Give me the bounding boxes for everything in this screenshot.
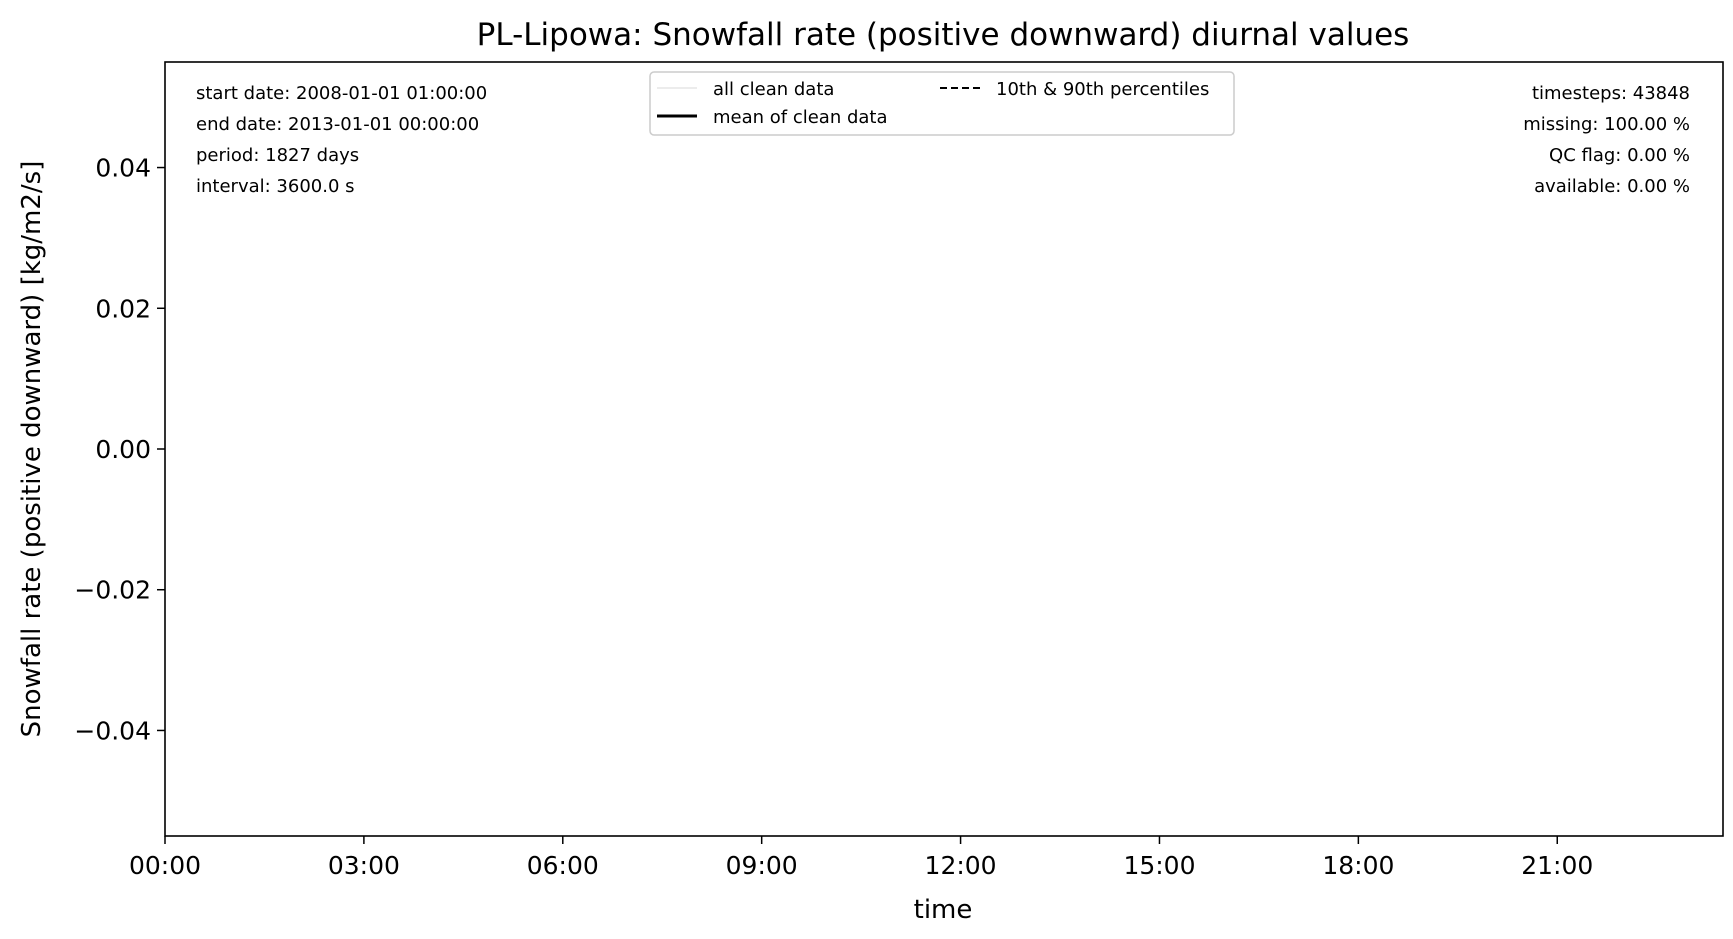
info-right: timesteps: 43848 missing: 100.00 % QC fl… xyxy=(1523,83,1690,197)
info-interval: interval: 3600.0 s xyxy=(196,176,355,197)
legend-label-mean: mean of clean data xyxy=(713,107,888,128)
y-tick-label: 0.00 xyxy=(95,435,151,464)
y-tick-label: 0.04 xyxy=(95,154,151,183)
x-tick-label: 00:00 xyxy=(129,851,201,880)
plot-frame xyxy=(164,61,1724,837)
legend-label-percentiles: 10th & 90th percentiles xyxy=(996,79,1209,100)
info-available: available: 0.00 % xyxy=(1534,176,1690,197)
y-tick-label: −0.04 xyxy=(74,716,151,745)
x-tick-label: 12:00 xyxy=(925,851,997,880)
x-tick-label: 21:00 xyxy=(1521,851,1593,880)
info-qc-flag: QC flag: 0.00 % xyxy=(1549,145,1690,166)
y-axis-label: Snowfall rate (positive downward) [kg/m2… xyxy=(17,161,47,738)
x-tick-label: 09:00 xyxy=(726,851,798,880)
info-left: start date: 2008-01-01 01:00:00 end date… xyxy=(196,83,487,197)
chart-title: PL-Lipowa: Snowfall rate (positive downw… xyxy=(477,17,1410,53)
info-missing: missing: 100.00 % xyxy=(1523,114,1690,135)
x-tick-label: 18:00 xyxy=(1322,851,1394,880)
x-tick-label: 06:00 xyxy=(527,851,599,880)
y-tick-label: −0.02 xyxy=(74,576,151,605)
info-period: period: 1827 days xyxy=(196,145,359,166)
legend: all clean data mean of clean data 10th &… xyxy=(649,71,1235,136)
x-tick-label: 03:00 xyxy=(328,851,400,880)
x-axis-label: time xyxy=(914,895,973,925)
info-end-date: end date: 2013-01-01 00:00:00 xyxy=(196,114,479,135)
x-axis: 00:00 03:00 06:00 09:00 12:00 15:00 18:00 21:00 xyxy=(129,836,1593,880)
x-tick-label: 15:00 xyxy=(1123,851,1195,880)
legend-frame xyxy=(649,71,1235,136)
legend-label-all-clean: all clean data xyxy=(713,79,834,100)
y-tick-label: 0.02 xyxy=(95,294,151,323)
info-timesteps: timesteps: 43848 xyxy=(1532,83,1690,104)
info-start-date: start date: 2008-01-01 01:00:00 xyxy=(196,83,487,104)
y-axis: 0.04 0.02 0.00 −0.02 −0.04 xyxy=(74,154,165,745)
